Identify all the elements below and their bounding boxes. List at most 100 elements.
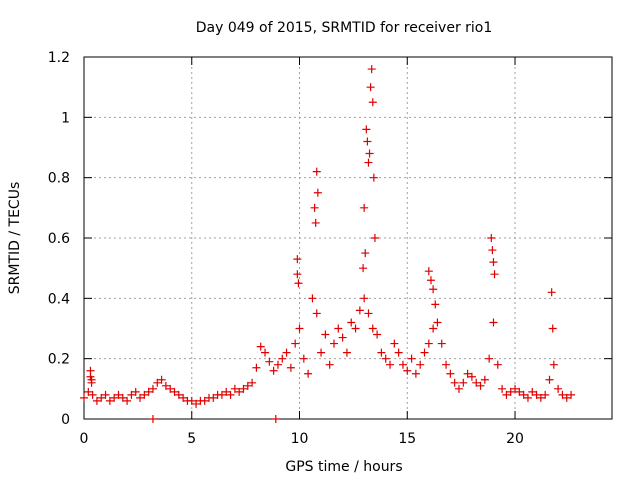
data-point xyxy=(429,324,438,333)
data-point xyxy=(170,387,179,396)
data-point xyxy=(329,339,338,348)
data-point xyxy=(226,390,235,399)
data-point xyxy=(369,173,378,182)
data-point xyxy=(519,390,528,399)
y-tick-label: 0.2 xyxy=(48,352,70,368)
data-point xyxy=(338,333,347,342)
data-point xyxy=(364,309,373,318)
data-point xyxy=(148,384,157,393)
data-point xyxy=(217,390,226,399)
data-point xyxy=(390,339,399,348)
data-point xyxy=(381,354,390,363)
data-point xyxy=(545,375,554,384)
data-point xyxy=(347,318,356,327)
data-point xyxy=(310,203,319,212)
data-point xyxy=(367,65,376,74)
data-point xyxy=(373,330,382,339)
x-tick-label: 10 xyxy=(291,431,309,447)
data-point xyxy=(273,360,282,369)
axis-ticks: 0 0.2 0.4 0.6 0.8 1 1.2 0 5 10 15 20 xyxy=(48,50,612,447)
data-point xyxy=(342,348,351,357)
data-point xyxy=(351,324,360,333)
data-point xyxy=(317,348,326,357)
data-point xyxy=(420,348,429,357)
data-point xyxy=(144,387,153,396)
data-point xyxy=(515,387,524,396)
x-tick-label: 5 xyxy=(187,431,196,447)
data-point xyxy=(365,149,374,158)
data-point xyxy=(261,348,270,357)
data-point xyxy=(541,390,550,399)
data-point xyxy=(295,324,304,333)
data-point xyxy=(101,390,110,399)
y-tick-label: 1 xyxy=(61,110,70,126)
data-point xyxy=(359,264,368,273)
data-point xyxy=(547,288,556,297)
data-point xyxy=(200,396,209,405)
data-point xyxy=(110,393,119,402)
data-point xyxy=(429,285,438,294)
data-point xyxy=(269,366,278,375)
data-point xyxy=(558,390,567,399)
data-point xyxy=(480,375,489,384)
data-point xyxy=(431,300,440,309)
data-point xyxy=(278,354,287,363)
data-point xyxy=(312,309,321,318)
data-point xyxy=(311,218,320,227)
data-point xyxy=(308,294,317,303)
data-point xyxy=(407,354,416,363)
data-point xyxy=(386,360,395,369)
data-point xyxy=(105,396,114,405)
data-point xyxy=(368,98,377,107)
data-point xyxy=(166,384,175,393)
data-point xyxy=(136,393,145,402)
data-point xyxy=(424,339,433,348)
x-tick-label: 15 xyxy=(398,431,416,447)
data-point xyxy=(472,378,481,387)
data-point xyxy=(506,387,515,396)
data-point xyxy=(179,393,188,402)
data-point xyxy=(548,324,557,333)
data-point xyxy=(252,363,261,372)
data-point xyxy=(394,348,403,357)
data-point xyxy=(293,255,302,264)
data-point xyxy=(313,188,322,197)
data-point xyxy=(476,381,485,390)
data-point xyxy=(271,415,280,423)
data-point xyxy=(282,348,291,357)
data-point xyxy=(360,203,369,212)
data-point xyxy=(554,384,563,393)
x-tick-label: 20 xyxy=(506,431,524,447)
data-point xyxy=(265,357,274,366)
data-point xyxy=(256,342,265,351)
data-point xyxy=(325,360,334,369)
data-point xyxy=(222,387,231,396)
data-point xyxy=(230,384,239,393)
data-point xyxy=(485,354,494,363)
data-point xyxy=(361,249,370,258)
y-tick-label: 0.8 xyxy=(48,171,70,187)
data-point xyxy=(157,375,166,384)
y-tick-label: 0 xyxy=(61,412,70,428)
x-axis-title: GPS time / hours xyxy=(285,459,402,475)
data-point xyxy=(123,396,132,405)
data-point xyxy=(355,306,364,315)
data-point xyxy=(243,381,252,390)
data-point xyxy=(467,372,476,381)
data-point xyxy=(437,339,446,348)
data-point xyxy=(334,324,343,333)
data-point xyxy=(490,270,499,279)
data-point xyxy=(528,387,537,396)
data-point xyxy=(294,279,303,288)
data-point xyxy=(92,396,101,405)
data-point xyxy=(454,384,463,393)
data-point xyxy=(97,393,106,402)
data-point xyxy=(433,318,442,327)
data-point xyxy=(488,246,497,255)
data-point xyxy=(364,158,373,167)
data-point xyxy=(424,267,433,276)
data-point xyxy=(118,393,127,402)
data-point xyxy=(498,384,507,393)
data-point xyxy=(493,360,502,369)
data-point xyxy=(366,83,375,92)
